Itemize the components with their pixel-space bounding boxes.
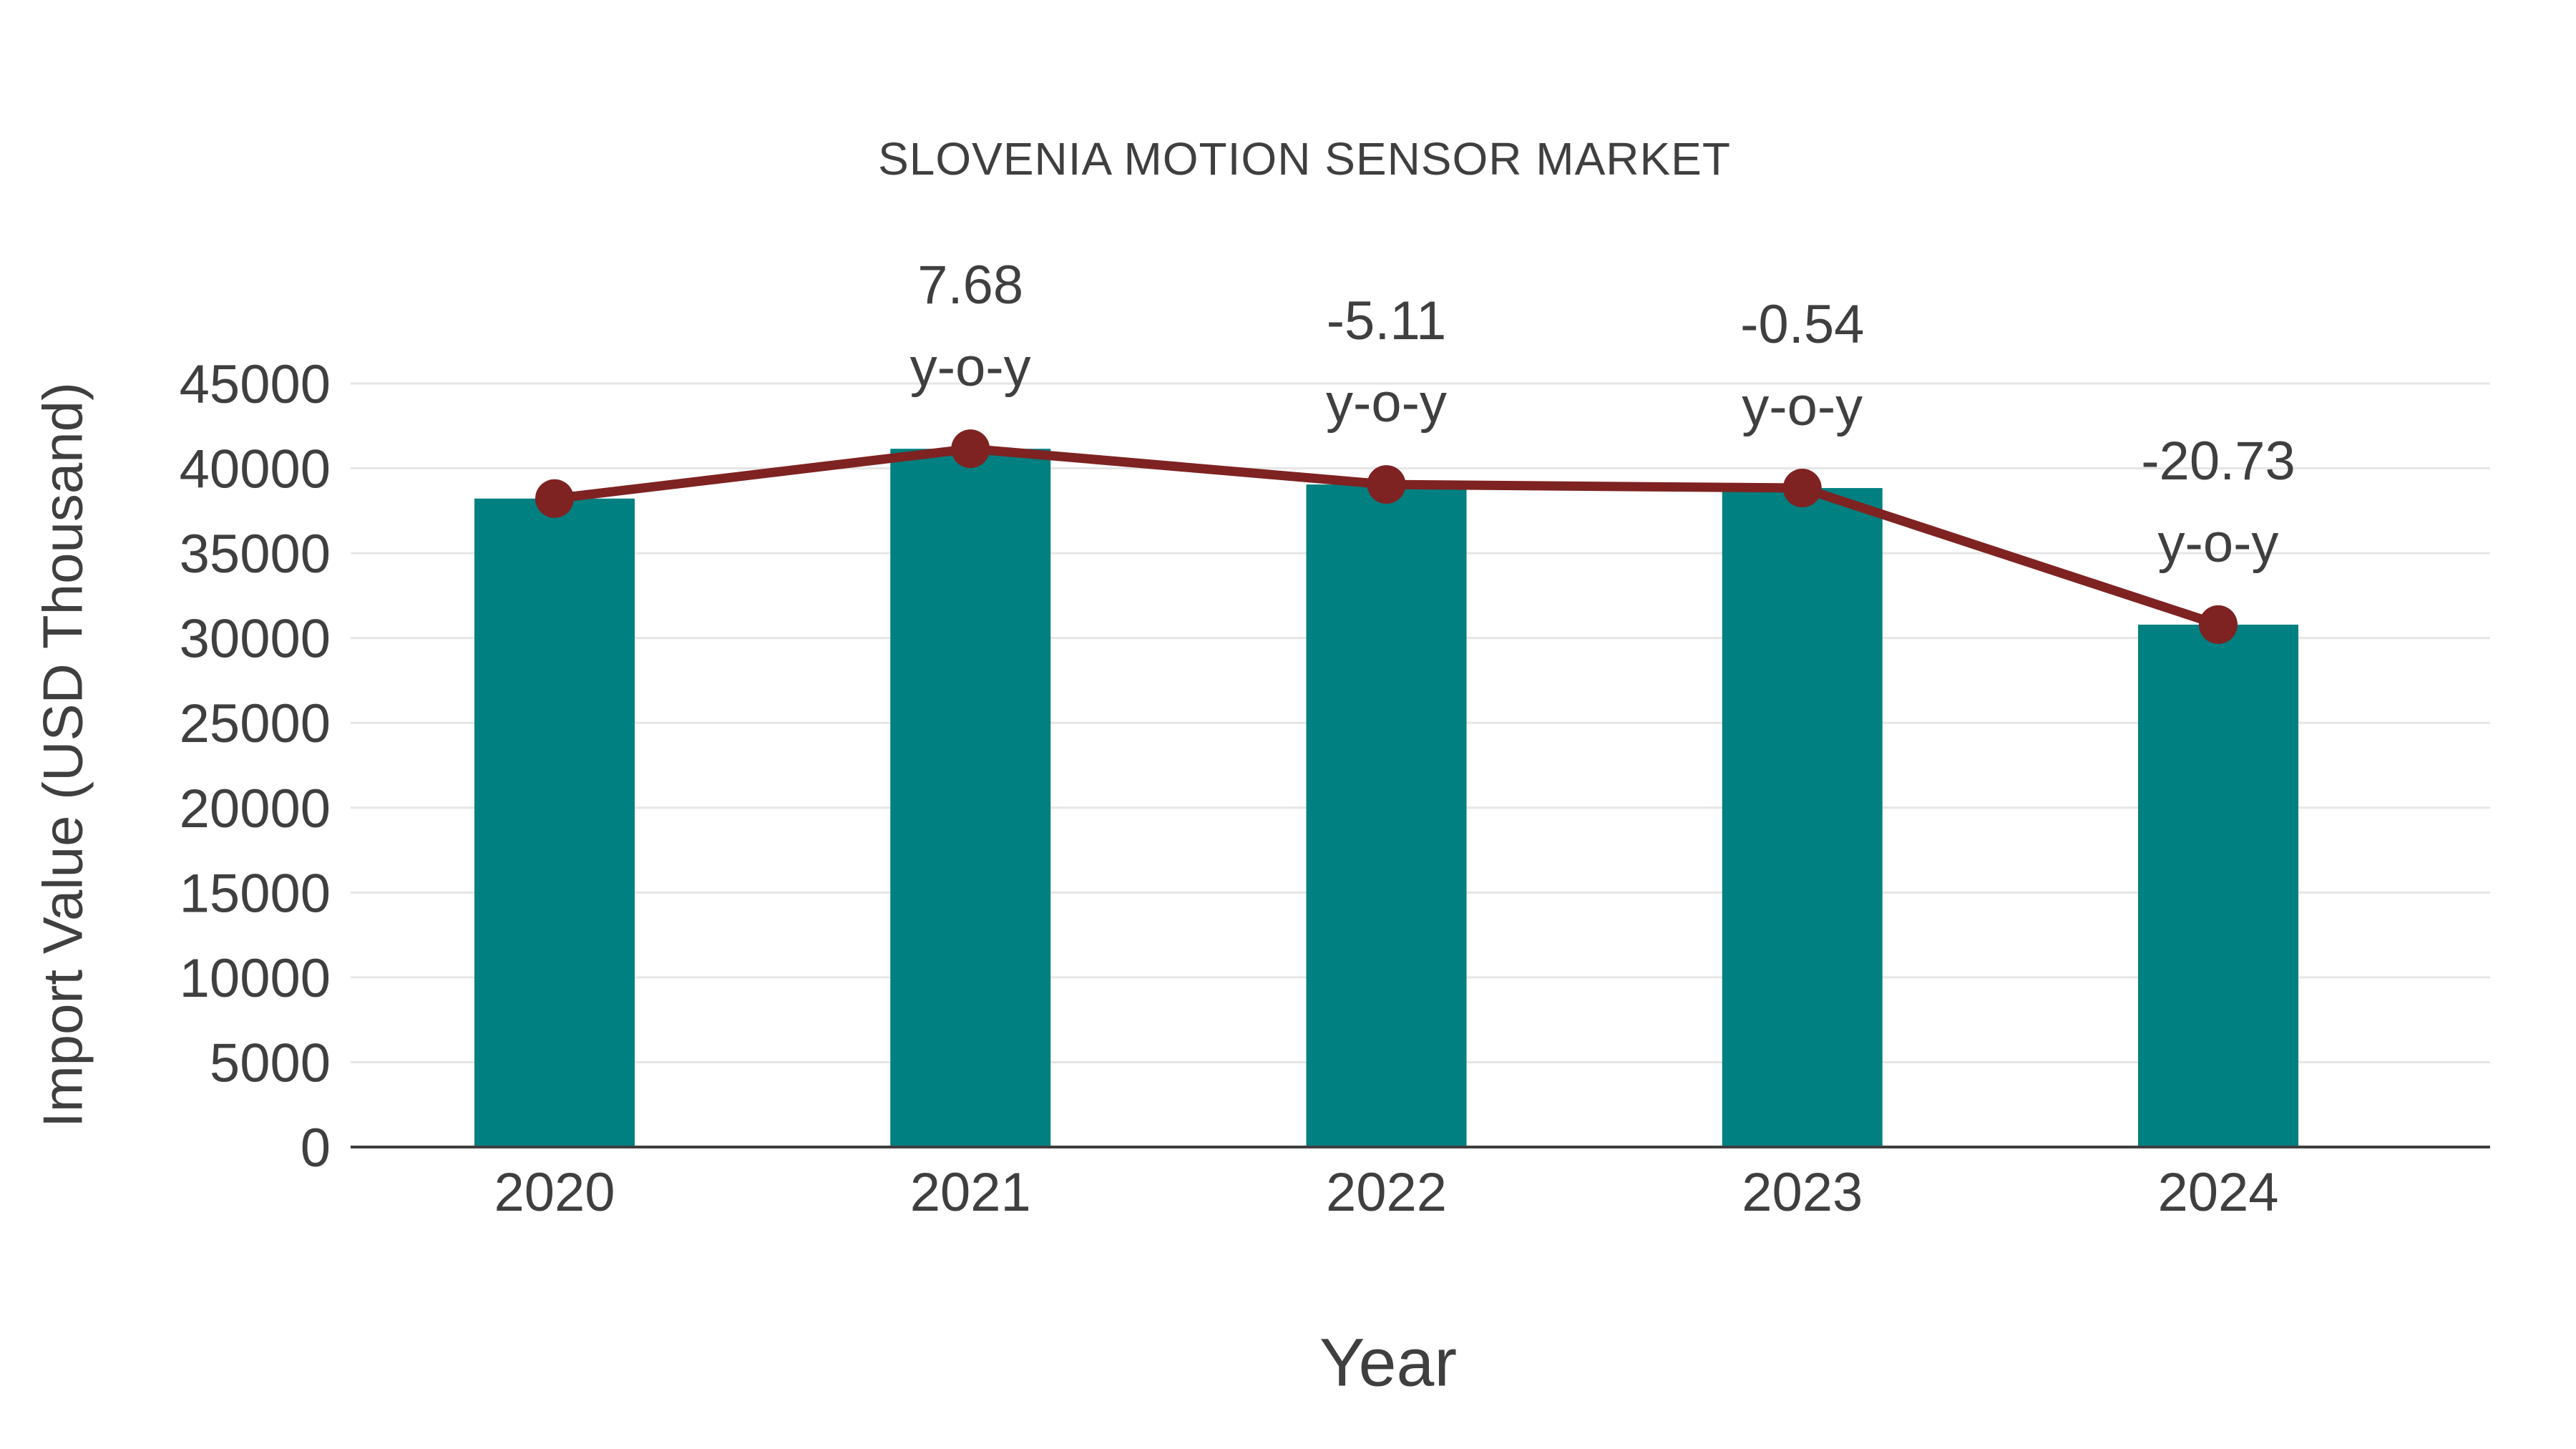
yoy-annotation-label: y-o-y [2158, 513, 2279, 574]
y-tick-label: 15000 [180, 863, 331, 924]
chart-title: SLOVENIA MOTION SENSOR MARKET [878, 133, 1731, 185]
yoy-annotation-label: y-o-y [1326, 373, 1447, 434]
y-tick-label: 5000 [210, 1033, 331, 1093]
y-tick-label: 20000 [180, 779, 331, 839]
y-tick-label: 30000 [180, 609, 331, 670]
x-tick-label: 2022 [1326, 1162, 1447, 1223]
yoy-annotation-value: 7.68 [917, 255, 1023, 316]
data-point-marker [1782, 469, 1822, 508]
yoy-annotation-label: y-o-y [910, 337, 1031, 398]
y-tick-label: 0 [301, 1118, 331, 1179]
yoy-annotation-value: -20.73 [2141, 431, 2296, 492]
x-tick-label: 2024 [2157, 1162, 2278, 1223]
x-axis-title: Year [1319, 1324, 1457, 1401]
x-tick-label: 2021 [910, 1162, 1031, 1223]
bar [2138, 624, 2298, 1147]
data-point-marker [2199, 605, 2238, 644]
x-tick-label: 2020 [494, 1162, 615, 1223]
data-point-marker [1367, 465, 1406, 504]
y-tick-label: 35000 [180, 524, 331, 585]
y-tick-label: 45000 [180, 354, 331, 415]
yoy-annotation-label: y-o-y [1742, 376, 1863, 437]
bar [474, 498, 635, 1147]
y-tick-label: 25000 [180, 693, 331, 754]
data-point-marker [951, 429, 990, 469]
bar [1722, 488, 1883, 1147]
yoy-annotation-value: -5.11 [1327, 291, 1447, 351]
y-tick-label: 10000 [180, 948, 331, 1009]
x-tick-label: 2023 [1742, 1162, 1863, 1223]
yoy-annotation-value: -0.54 [1740, 294, 1864, 355]
y-tick-label: 40000 [180, 439, 331, 500]
data-point-marker [535, 479, 574, 518]
bar [1306, 484, 1467, 1147]
bar [890, 449, 1051, 1147]
